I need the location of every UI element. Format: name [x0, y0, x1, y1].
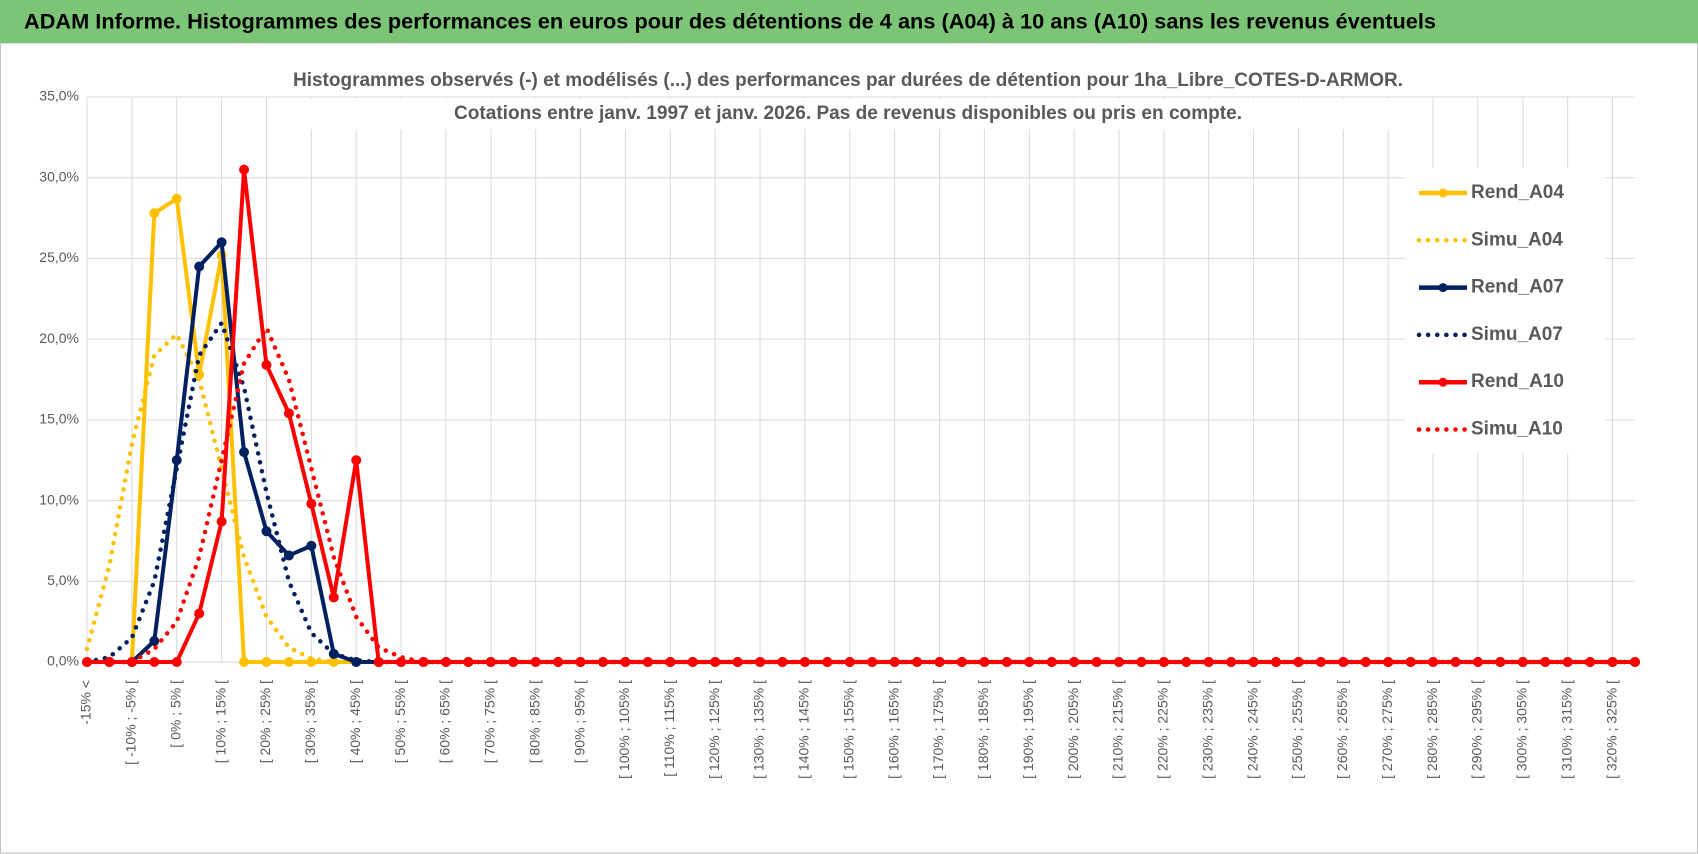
- series-marker: [194, 608, 205, 619]
- series-marker: [171, 657, 182, 667]
- series-marker: [306, 540, 317, 551]
- x-tick-label: [ 280% ; 285% [: [1424, 680, 1440, 779]
- series-marker: [261, 657, 272, 667]
- title-background: [290, 66, 1406, 96]
- x-tick-label: [ 230% ; 235% [: [1199, 680, 1215, 779]
- x-tick-label: [ 140% ; 145% [: [796, 680, 812, 779]
- x-tick-label: [ 110% ; 115% [: [661, 680, 677, 777]
- series-line: [84, 325, 1638, 665]
- x-tick-label: [ 190% ; 195% [: [1020, 680, 1036, 779]
- x-tick-label: [ 150% ; 155% [: [840, 680, 856, 779]
- header-title: ADAM Informe. Histogrammes des performan…: [24, 11, 1436, 34]
- series-marker: [261, 359, 272, 370]
- title-background: [290, 99, 1406, 129]
- x-tick-label: [ 30% ; 35% [: [302, 680, 318, 763]
- y-tick-label: 25,0%: [39, 249, 79, 265]
- series-marker: [283, 657, 294, 667]
- legend-marker: [1438, 188, 1448, 198]
- x-tick-label: [ 10% ; 15% [: [212, 680, 228, 763]
- y-tick-label: 35,0%: [39, 88, 79, 104]
- y-tick-label: 15,0%: [39, 411, 79, 427]
- series-marker: [194, 261, 205, 272]
- x-tick-label: [ 200% ; 205% [: [1065, 680, 1081, 779]
- chart-title: Histogrammes observés (-) et modélisés (…: [293, 70, 1403, 91]
- x-tick-label: [ 130% ; 135% [: [751, 680, 767, 779]
- chart-title: Cotations entre janv. 1997 et janv. 2026…: [454, 103, 1242, 124]
- y-tick-label: 0,0%: [47, 653, 79, 669]
- series-marker: [171, 193, 182, 204]
- x-tick-label: [ 310% ; 315% [: [1558, 680, 1574, 779]
- x-tick-label: [ 220% ; 225% [: [1155, 680, 1171, 779]
- x-tick-label: -15% <: [78, 680, 94, 725]
- x-tick-label: [ 300% ; 305% [: [1514, 680, 1530, 779]
- x-tick-label: [ 20% ; 25% [: [257, 680, 273, 763]
- x-tick-label: [ 50% ; 55% [: [392, 680, 408, 763]
- legend-label: Simu_A10: [1471, 419, 1563, 440]
- x-tick-label: [ 250% ; 255% [: [1289, 680, 1305, 779]
- series-marker: [216, 516, 227, 527]
- series-marker: [149, 657, 160, 667]
- series-marker: [283, 550, 294, 561]
- series-marker: [216, 237, 227, 248]
- series-marker: [351, 455, 362, 466]
- series-marker: [239, 447, 250, 458]
- x-tick-label: [ 40% ; 45% [: [347, 680, 363, 763]
- x-tick-label: [ 320% ; 325% [: [1603, 680, 1619, 779]
- x-tick-label: [ 270% ; 275% [: [1379, 680, 1395, 779]
- series-marker: [261, 526, 272, 537]
- x-tick-label: [ 90% ; 95% [: [571, 680, 587, 763]
- x-tick-label: [ 210% ; 215% [: [1110, 680, 1126, 779]
- series-marker: [373, 657, 384, 667]
- x-tick-label: [ 180% ; 185% [: [975, 680, 991, 779]
- x-tick-label: [ 120% ; 125% [: [706, 680, 722, 779]
- x-tick-label: [ 160% ; 165% [: [885, 680, 901, 779]
- y-tick-label: 20,0%: [39, 330, 79, 346]
- y-tick-label: 10,0%: [39, 491, 79, 507]
- series-line: [84, 332, 1638, 665]
- header-bar: [0, 0, 1698, 43]
- x-tick-label: [ 60% ; 65% [: [437, 680, 453, 763]
- x-tick-label: [ 260% ; 265% [: [1334, 680, 1350, 779]
- x-tick-label: [ -10% ; -5% [: [123, 680, 139, 765]
- x-tick-label: [ 0% ; 5% [: [167, 680, 183, 748]
- legend-label: Rend_A10: [1471, 371, 1564, 392]
- legend-label: Simu_A04: [1471, 229, 1563, 250]
- x-tick-label: [ 80% ; 85% [: [526, 680, 542, 763]
- legend-label: Rend_A04: [1471, 182, 1564, 203]
- y-tick-label: 5,0%: [47, 572, 79, 588]
- x-tick-label: [ 100% ; 105% [: [616, 680, 632, 779]
- x-tick-label: [ 170% ; 175% [: [930, 680, 946, 779]
- series-marker: [328, 592, 339, 603]
- y-tick-label: 30,0%: [39, 168, 79, 184]
- series-marker: [306, 498, 317, 509]
- x-tick-label: [ 70% ; 75% [: [482, 680, 498, 763]
- legend-marker: [1438, 283, 1448, 293]
- series-marker: [149, 636, 160, 647]
- legend-label: Simu_A07: [1471, 324, 1563, 345]
- series-marker: [239, 657, 250, 667]
- series-marker: [239, 164, 250, 175]
- legend-label: Rend_A07: [1471, 277, 1564, 298]
- x-tick-label: [ 290% ; 295% [: [1469, 680, 1485, 779]
- x-tick-label: [ 240% ; 245% [: [1244, 680, 1260, 779]
- series-marker: [149, 208, 160, 219]
- legend-background: [1405, 168, 1605, 453]
- series-marker: [283, 408, 294, 419]
- legend-marker: [1438, 377, 1448, 387]
